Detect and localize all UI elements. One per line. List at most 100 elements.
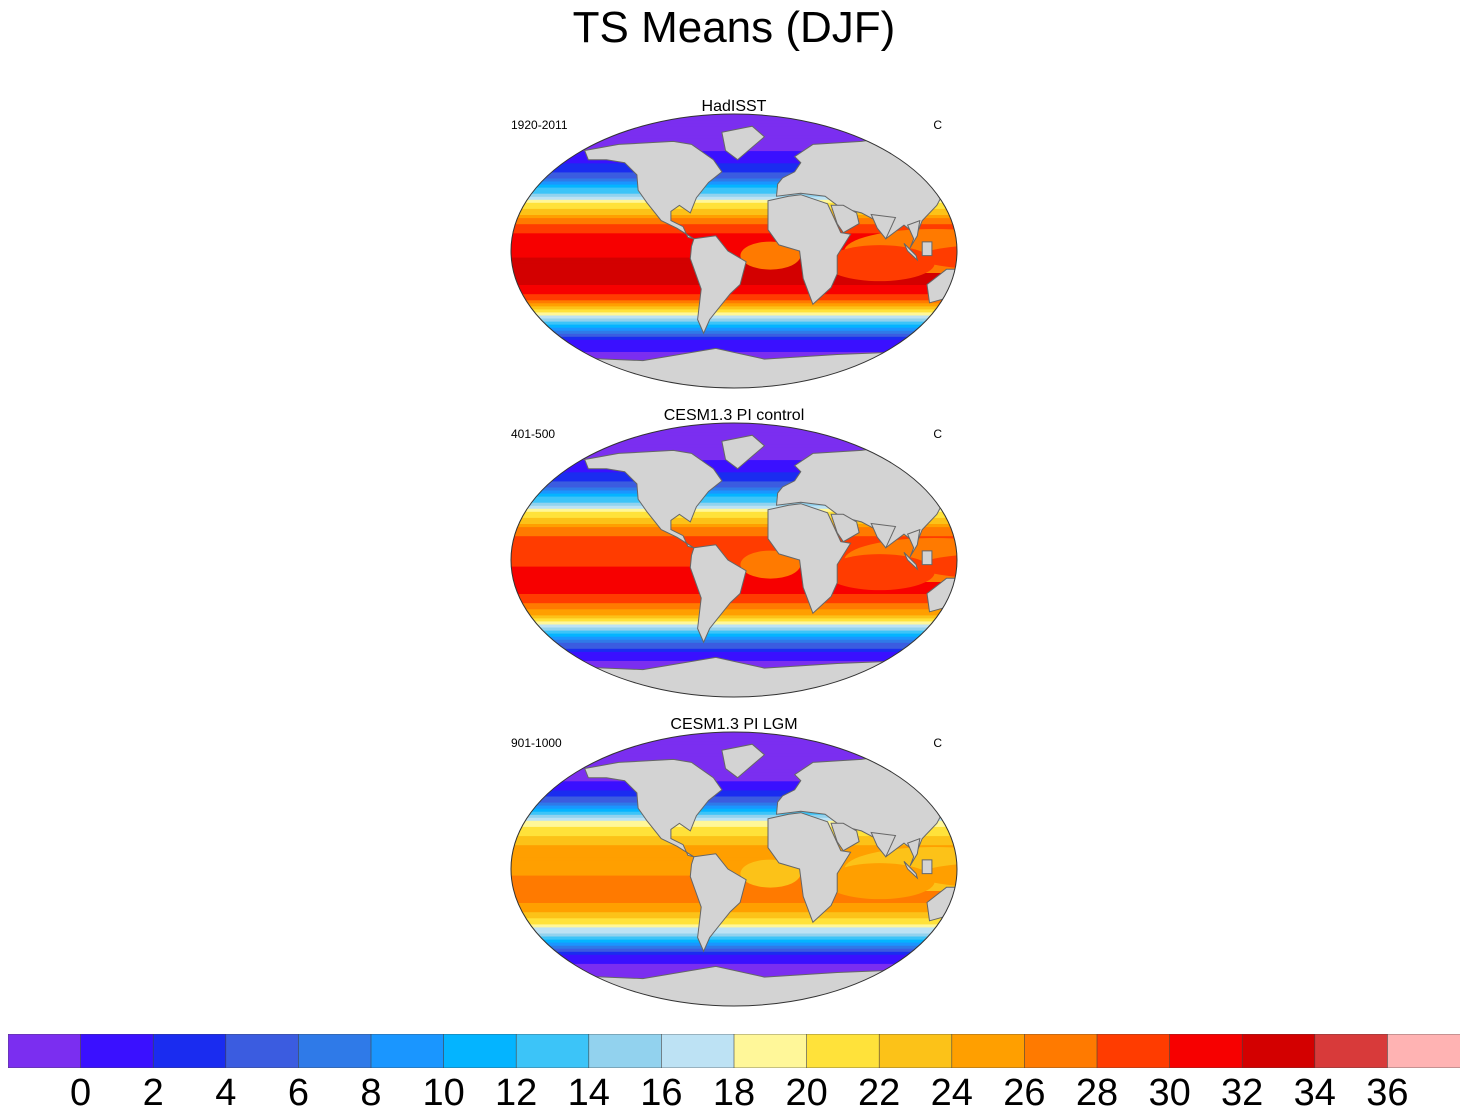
landmass xyxy=(830,204,860,234)
landmass xyxy=(945,803,957,820)
sst-band xyxy=(511,311,957,316)
colorbar-tick-label: 34 xyxy=(1293,1072,1336,1114)
sst-band xyxy=(511,817,957,821)
sst-band xyxy=(511,171,957,176)
sst-band xyxy=(511,614,957,619)
sst-band xyxy=(511,966,957,970)
landmass xyxy=(584,758,723,858)
sst-band xyxy=(511,493,957,497)
sst-band xyxy=(511,923,957,928)
sst-band xyxy=(511,193,957,197)
sst-band xyxy=(511,248,957,252)
landmass xyxy=(906,837,921,867)
colorbar-swatch xyxy=(661,1034,735,1068)
landmass xyxy=(945,185,957,202)
landmass xyxy=(721,743,766,779)
sst-band xyxy=(511,544,957,549)
warm-pool xyxy=(918,863,957,888)
sst-band xyxy=(511,917,957,922)
sst-band xyxy=(511,814,957,818)
sst-band xyxy=(511,560,957,564)
warm-pool xyxy=(740,550,801,579)
sst-band xyxy=(511,929,957,934)
colorbar-swatch xyxy=(951,1034,1026,1068)
sst-band xyxy=(511,957,957,961)
landmass xyxy=(584,449,723,549)
sst-band xyxy=(511,299,957,304)
sst-band xyxy=(511,523,957,528)
sst-band xyxy=(511,859,957,864)
colorbar-swatch xyxy=(733,1034,808,1068)
sst-band xyxy=(511,847,957,852)
colorbar-swatch xyxy=(443,1034,518,1068)
colorbar-tick-label: 12 xyxy=(495,1072,538,1114)
sst-band xyxy=(511,599,957,604)
sst-band xyxy=(511,205,957,209)
sst-band xyxy=(511,535,957,540)
sst-band xyxy=(511,932,957,937)
colorbar-tick-label: 32 xyxy=(1221,1072,1264,1114)
sst-band xyxy=(511,926,957,931)
sst-band xyxy=(511,853,957,858)
warm-pool xyxy=(824,863,935,900)
colorbar-swatch xyxy=(80,1034,154,1068)
sst-band xyxy=(511,636,957,640)
panel-title: HadISST xyxy=(701,98,767,115)
sst-band xyxy=(511,639,957,643)
sst-band xyxy=(511,811,957,815)
sst-band xyxy=(511,850,957,855)
sst-band xyxy=(511,333,957,337)
sst-band xyxy=(511,220,957,225)
sst-band xyxy=(511,429,957,433)
sst-band xyxy=(511,123,957,127)
sst-band xyxy=(511,547,957,552)
sst-band xyxy=(511,505,957,509)
warm-pool xyxy=(918,554,957,579)
sst-band xyxy=(511,526,957,531)
sst-band xyxy=(511,738,957,742)
colorbar-tick-label: 10 xyxy=(422,1072,465,1114)
sst-band xyxy=(511,657,957,661)
sst-band xyxy=(511,908,957,913)
sst-band xyxy=(511,948,957,952)
sst-band xyxy=(511,321,957,325)
sst-band xyxy=(511,651,957,655)
sst-band xyxy=(511,339,957,343)
sst-band xyxy=(511,623,957,628)
sst-band xyxy=(511,327,957,331)
landmass xyxy=(921,859,933,875)
sst-band xyxy=(511,735,957,739)
sst-band xyxy=(511,744,957,748)
landmass xyxy=(903,552,919,571)
colorbar-swatch xyxy=(152,1034,227,1068)
sst-band xyxy=(511,165,957,170)
sst-band xyxy=(511,471,957,476)
landmass xyxy=(721,125,766,161)
sst-band xyxy=(511,617,957,622)
sst-band xyxy=(511,251,957,255)
figure-title: TS Means (DJF) xyxy=(572,3,896,52)
sst-band xyxy=(511,954,957,958)
sst-band xyxy=(511,181,957,185)
landmass xyxy=(921,241,933,257)
landmass xyxy=(689,235,747,335)
sst-map xyxy=(510,422,958,698)
sst-band xyxy=(511,627,957,631)
sst-band xyxy=(511,232,957,237)
landmass xyxy=(767,503,852,615)
sst-band xyxy=(511,290,957,295)
sst-band xyxy=(511,229,957,234)
colorbar-tick-label: 14 xyxy=(567,1072,610,1114)
sst-band xyxy=(511,939,957,943)
colorbar-swatch xyxy=(588,1034,663,1068)
panel-period-label: 901-1000 xyxy=(511,736,562,750)
sst-band xyxy=(511,654,957,658)
warm-pool xyxy=(824,245,935,282)
sst-band xyxy=(511,305,957,310)
sst-band xyxy=(511,774,957,779)
globe-outline xyxy=(510,113,958,389)
sst-band xyxy=(511,162,957,167)
panel-period-label: 401-500 xyxy=(511,427,556,441)
sst-band xyxy=(511,483,957,488)
sst-band xyxy=(511,126,957,130)
